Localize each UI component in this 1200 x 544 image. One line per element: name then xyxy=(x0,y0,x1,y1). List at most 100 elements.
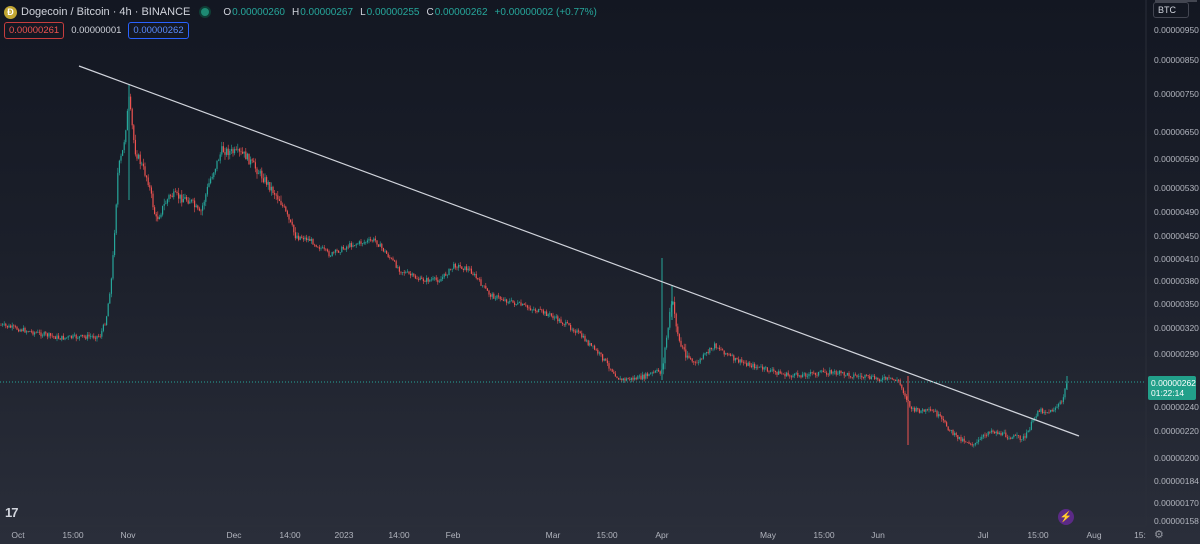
candle-body xyxy=(429,279,431,282)
candle-body xyxy=(184,197,186,199)
candle-body xyxy=(560,319,562,323)
candle-body xyxy=(624,378,626,381)
candle-body xyxy=(1010,438,1012,439)
lightning-icon[interactable]: ⚡ xyxy=(1058,509,1074,525)
candle-body xyxy=(778,371,780,375)
candle-body xyxy=(997,431,999,435)
price-axis-label: 0.00000350 xyxy=(1154,299,1199,309)
candle-body xyxy=(1032,418,1034,422)
candle-body xyxy=(74,334,76,336)
time-axis-label: 15:00 xyxy=(596,530,618,540)
price-axis-label: 0.00000200 xyxy=(1154,453,1199,463)
candle-body xyxy=(707,352,709,353)
candle-body xyxy=(22,328,24,332)
buy-button[interactable]: 0.00000262 xyxy=(128,22,189,39)
candle-body xyxy=(58,335,60,339)
candle-body xyxy=(541,309,543,311)
candle-body xyxy=(0,325,2,326)
candle-body xyxy=(346,246,348,250)
candle-body xyxy=(349,243,351,248)
candle-body xyxy=(1062,397,1064,402)
candle-body xyxy=(566,322,568,324)
candle-body xyxy=(373,238,375,242)
candle-body xyxy=(493,293,495,299)
candle-body xyxy=(238,149,240,152)
time-axis-label: Jul xyxy=(978,530,989,540)
trendline[interactable] xyxy=(78,65,1080,437)
candle-body xyxy=(888,377,890,378)
chart-header: Ð Dogecoin / Bitcoin · 4h · BINANCE O0.0… xyxy=(4,3,597,21)
candle-body xyxy=(1000,433,1002,436)
candle-body xyxy=(629,379,631,380)
candle-body xyxy=(240,151,242,153)
candle-body xyxy=(221,146,223,155)
candle-body xyxy=(949,430,951,431)
candle-body xyxy=(822,370,824,373)
price-axis[interactable]: 0.00000950 0.00000850 0.00000750 0.00000650… xyxy=(1154,25,1199,526)
candle-body xyxy=(130,96,132,109)
candle-body xyxy=(563,324,565,325)
candle-body xyxy=(270,186,272,191)
gear-icon[interactable]: ⚙ xyxy=(1154,529,1164,541)
price-axis-label: 0.00000170 xyxy=(1154,498,1199,508)
candle-body xyxy=(669,311,671,328)
candle-body xyxy=(190,199,192,202)
low-value: 0.00000255 xyxy=(366,6,420,18)
candle-body xyxy=(149,185,151,188)
candle-body xyxy=(66,337,68,339)
candle-body xyxy=(893,379,895,380)
candle-body xyxy=(150,187,152,194)
candle-body xyxy=(786,372,788,377)
candle-body xyxy=(470,268,472,274)
candle-body xyxy=(266,177,268,185)
candle-body xyxy=(166,199,168,204)
candle-body xyxy=(896,379,898,381)
candle-body xyxy=(173,191,175,197)
candle-body xyxy=(110,278,112,294)
candle-body xyxy=(278,199,280,201)
candle-body xyxy=(656,369,658,371)
candle-body xyxy=(1003,432,1005,434)
candle-body xyxy=(648,373,650,377)
candle-body xyxy=(152,193,154,208)
candle-body xyxy=(667,327,669,338)
candle-body xyxy=(670,304,672,312)
candle-body xyxy=(1043,412,1045,414)
time-axis-label: 14:00 xyxy=(279,530,301,540)
tradingview-logo-icon[interactable]: 17 xyxy=(5,505,19,520)
candle-body xyxy=(976,441,978,443)
candle-body xyxy=(483,285,485,287)
price-axis-label: 0.00000850 xyxy=(1154,55,1199,65)
symbol-title[interactable]: Dogecoin / Bitcoin · 4h · BINANCE xyxy=(21,6,191,18)
candle-body xyxy=(1021,439,1023,440)
candle-body xyxy=(234,149,236,154)
candle-body xyxy=(24,328,26,333)
candle-body xyxy=(664,347,666,364)
candle-body xyxy=(675,313,677,327)
candlestick-series xyxy=(0,85,1068,448)
market-status-icon[interactable] xyxy=(199,6,212,18)
time-axis[interactable]: Oct 15:00 Nov Dec 14:00 2023 14:00 Feb Mar 15:00 A… xyxy=(11,530,1146,540)
candle-body xyxy=(533,309,535,310)
candle-body xyxy=(486,288,488,291)
candle-body xyxy=(315,244,317,247)
candle-body xyxy=(741,359,743,363)
candle-body xyxy=(982,434,984,437)
candle-body xyxy=(568,323,570,325)
candle-body xyxy=(584,336,586,342)
time-axis-label: 15:00 xyxy=(62,530,84,540)
sell-button[interactable]: 0.00000261 xyxy=(4,22,65,39)
candle-body xyxy=(608,363,610,369)
candle-body xyxy=(334,249,336,253)
price-axis-label: 0.00000290 xyxy=(1154,349,1199,359)
candle-body xyxy=(862,377,864,378)
candle-body xyxy=(438,281,440,283)
candle-body xyxy=(403,272,405,273)
candle-body xyxy=(658,369,660,372)
candle-body xyxy=(1059,401,1061,404)
currency-selector[interactable]: BTC xyxy=(1153,2,1189,18)
time-axis-label: Nov xyxy=(120,530,136,540)
candle-body xyxy=(797,373,799,377)
candle-body xyxy=(1038,410,1040,412)
